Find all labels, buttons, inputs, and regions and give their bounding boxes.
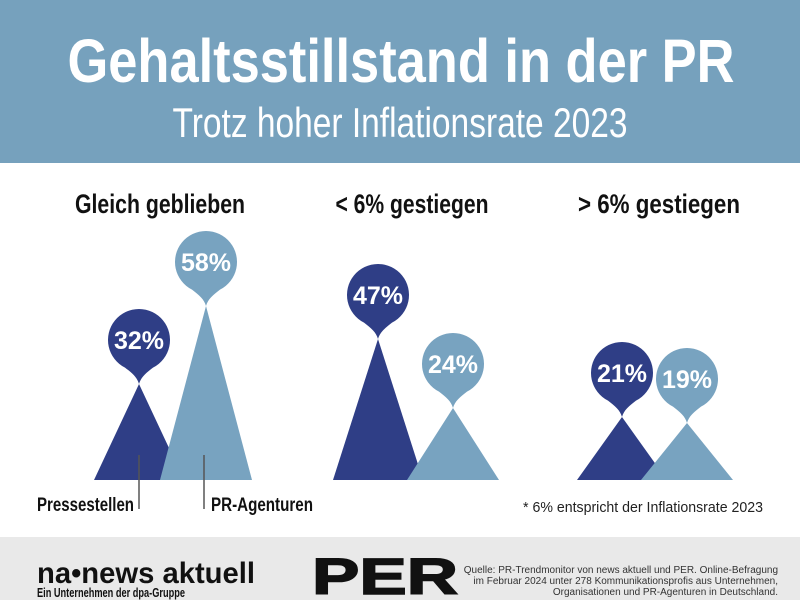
news-aktuell-logo: na•news aktuell [37,557,255,590]
chart-layer: Gleich geblieben 32% 58% < 6% gestiegen 47% 2… [37,189,763,516]
column-heading: Gleich geblieben [75,189,245,219]
value-balloon [108,308,170,384]
value-balloon [175,230,237,306]
balloon-value-label: 58% [181,249,231,277]
value-balloon [422,332,484,408]
main-title: Gehaltsstillstand in der PR [68,27,735,95]
value-balloon [347,263,409,339]
column-heading: < 6% gestiegen [336,189,489,219]
footnote: * 6% entspricht der Inflationsrate 2023 [523,499,763,516]
mountain-pr-agenturen [641,423,733,480]
balloon-value-label: 21% [597,360,647,388]
source-line: Quelle: PR-Trendmonitor von news aktuell… [464,565,778,576]
subtitle: Trotz hoher Inflationsrate 2023 [173,99,628,146]
balloon-value-label: 24% [428,351,478,379]
column-heading: > 6% gestiegen [578,189,740,219]
per-logo: PER [312,548,458,600]
mountain-pressestellen [577,417,667,480]
balloon-value-label: 19% [662,366,712,394]
mountain-pressestellen [94,384,184,480]
value-balloon [656,347,718,423]
balloon-value-label: 47% [353,282,403,310]
source-line: im Februar 2024 unter 278 Kommunikations… [473,576,778,587]
footer-band [0,537,800,600]
dpa-group-subline: Ein Unternehmen der dpa-Gruppe [37,585,185,600]
source-line: Organisationen und PR-Agenturen in Deuts… [553,587,778,598]
value-balloon [591,341,653,417]
mountain-pr-agenturen [160,306,252,480]
legend-label: Pressestellen [37,495,134,516]
header-band [0,0,800,163]
balloon-value-label: 32% [114,327,164,355]
mountain-pr-agenturen [407,408,499,480]
mountain-pressestellen [333,339,423,480]
legend-label: PR-Agenturen [211,495,313,516]
